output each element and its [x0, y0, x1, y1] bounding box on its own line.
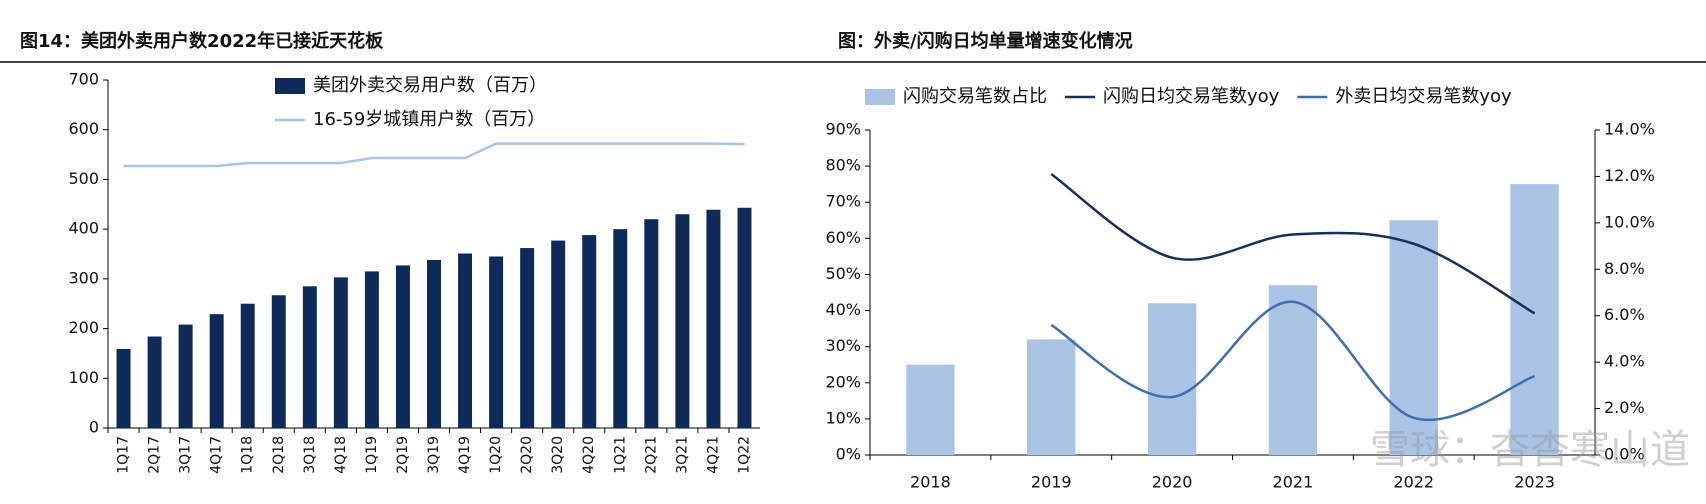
x-tick-label: 2019	[1031, 473, 1072, 492]
bar	[613, 229, 628, 428]
bar	[364, 271, 379, 428]
x-tick-label: 4Q19	[457, 436, 473, 474]
x-tick-label: 4Q17	[209, 436, 225, 474]
legend-label: 闪购交易笔数占比	[903, 86, 1047, 107]
y-tick-label: 40%	[825, 300, 861, 319]
y-tick-label: 90%	[825, 120, 861, 139]
bar	[551, 240, 566, 428]
bar	[271, 295, 286, 428]
y-tick-label: 200	[68, 318, 99, 337]
line	[1050, 300, 1536, 422]
watermark: 雪球：杳杳寒山道	[1370, 427, 1690, 473]
bar	[675, 214, 690, 428]
x-tick-label: 3Q19	[426, 436, 442, 474]
x-tick-label: 1Q22	[736, 436, 752, 474]
x-tick-label: 3Q21	[674, 436, 690, 474]
bar	[737, 207, 752, 428]
y2-tick-label: 2.0%	[1604, 398, 1645, 417]
x-tick-label: 2Q18	[271, 436, 287, 474]
x-tick-label: 2Q17	[147, 436, 163, 474]
y2-tick-label: 4.0%	[1604, 352, 1645, 371]
y-tick-label: 500	[68, 169, 99, 188]
x-tick-label: 1Q19	[364, 436, 380, 474]
bar	[395, 265, 410, 428]
bar	[1510, 184, 1559, 455]
bar	[906, 364, 955, 455]
x-tick-label: 2022	[1393, 473, 1434, 492]
y-tick-label: 600	[68, 119, 99, 138]
bar	[520, 248, 535, 428]
y2-tick-label: 0.0%	[1604, 445, 1645, 464]
y-tick-label: 0%	[836, 445, 861, 464]
bar	[427, 259, 441, 428]
x-tick-label: 2020	[1152, 473, 1193, 492]
y-tick-label: 20%	[825, 372, 861, 391]
y-tick-label: 700	[68, 70, 99, 89]
x-tick-label: 4Q18	[333, 436, 349, 474]
chart-title: 图14：美团外卖用户数2022年已接近天花板	[20, 30, 384, 52]
bar	[333, 277, 348, 428]
x-tick-label: 2Q20	[519, 436, 535, 474]
x-tick-label: 1Q20	[488, 436, 504, 474]
line	[1050, 173, 1536, 315]
legend-label: 闪购日均交易笔数yoy	[1103, 86, 1280, 107]
y2-tick-label: 8.0%	[1604, 259, 1645, 278]
bar	[706, 209, 721, 428]
y-tick-label: 70%	[825, 192, 861, 211]
y-tick-label: 0	[89, 418, 99, 437]
x-tick-label: 2Q19	[395, 436, 411, 474]
x-tick-label: 3Q20	[550, 436, 566, 474]
bar	[116, 348, 131, 428]
x-tick-label: 3Q18	[302, 436, 318, 474]
x-tick-label: 3Q17	[178, 436, 194, 474]
x-tick-label: 1Q18	[240, 436, 256, 474]
y-tick-label: 80%	[825, 156, 861, 175]
bar	[458, 253, 473, 428]
bar	[644, 219, 659, 428]
y-tick-label: 400	[68, 219, 99, 238]
bar	[1268, 285, 1318, 455]
x-tick-label: 1Q17	[116, 436, 132, 474]
x-tick-label: 4Q20	[581, 436, 597, 474]
x-tick-label: 2Q21	[643, 436, 659, 474]
y2-tick-label: 10.0%	[1604, 212, 1655, 231]
y2-tick-label: 6.0%	[1604, 305, 1645, 324]
legend-swatch	[275, 78, 305, 94]
bar	[489, 256, 504, 428]
bar	[1389, 220, 1438, 455]
x-tick-label: 4Q21	[705, 436, 721, 474]
y-tick-label: 30%	[825, 336, 861, 355]
y-tick-label: 60%	[825, 228, 861, 247]
x-tick-label: 2021	[1273, 473, 1314, 492]
x-tick-label: 1Q21	[612, 436, 628, 474]
bar	[582, 235, 597, 428]
y-tick-label: 10%	[825, 408, 861, 427]
y2-tick-label: 12.0%	[1604, 166, 1655, 185]
bar	[147, 336, 162, 428]
y-tick-label: 100	[68, 368, 99, 387]
bar	[302, 286, 317, 428]
legend-label: 美团外卖交易用户数（百万）	[313, 75, 547, 96]
x-tick-label: 2018	[910, 473, 951, 492]
line	[123, 142, 745, 168]
x-tick-label: 2023	[1514, 473, 1555, 492]
legend-label: 16-59岁城镇用户数（百万）	[313, 109, 545, 130]
bar	[1147, 303, 1197, 455]
bar	[240, 303, 255, 428]
y-tick-label: 300	[68, 268, 99, 287]
bar	[209, 314, 224, 428]
bar	[1027, 339, 1076, 455]
legend-label: 外卖日均交易笔数yoy	[1335, 86, 1512, 107]
chart-title: 图：外卖/闪购日均单量增速变化情况	[838, 30, 1133, 52]
y2-tick-label: 14.0%	[1604, 120, 1655, 139]
legend-swatch	[865, 89, 895, 105]
y-tick-label: 50%	[825, 264, 861, 283]
bar	[178, 324, 193, 428]
